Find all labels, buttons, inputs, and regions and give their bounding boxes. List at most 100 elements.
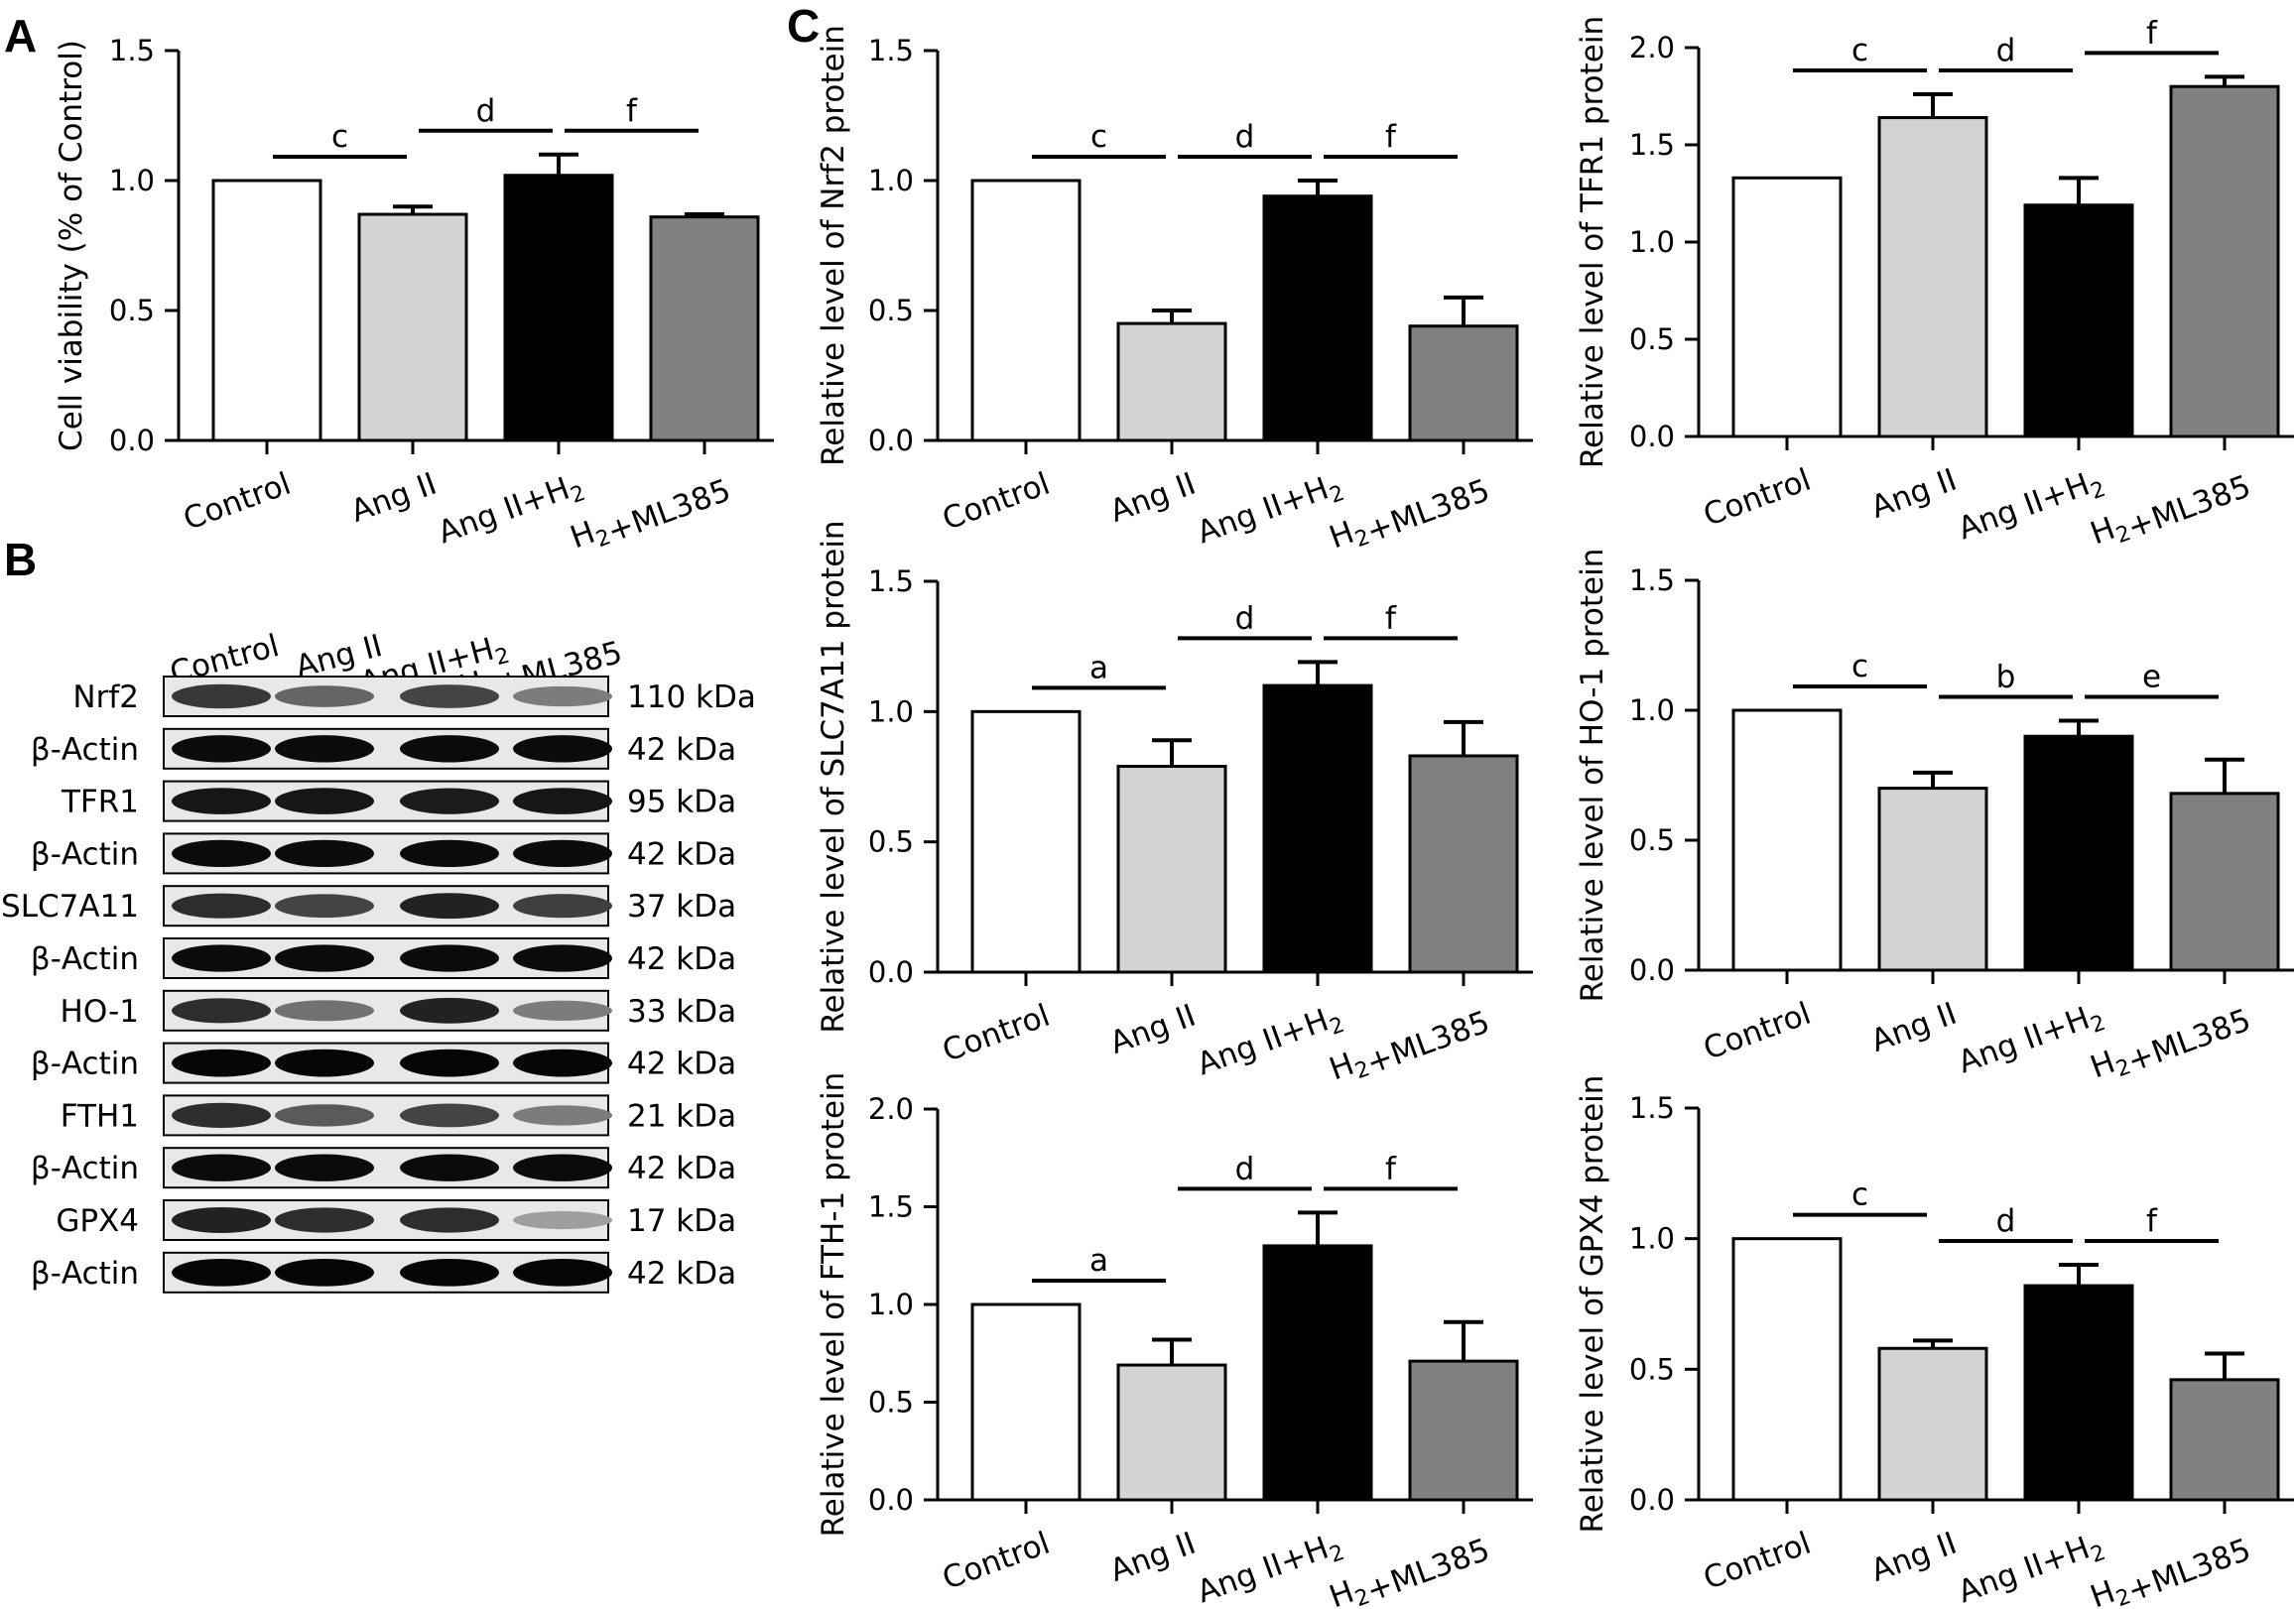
band	[172, 998, 271, 1024]
significance-label: a	[1089, 1243, 1108, 1279]
significance-label: d	[1235, 119, 1255, 155]
significance-label: f	[1385, 600, 1397, 636]
band	[513, 685, 612, 707]
protein-label: HO-1	[61, 994, 139, 1030]
bar-ang-ii-h2	[1262, 683, 1373, 974]
y-tick-label: 1.0	[109, 164, 155, 197]
bar-ang-ii-h2	[2023, 1284, 2134, 1502]
band	[275, 894, 374, 919]
band	[172, 839, 271, 868]
y-tick-label: 0.0	[109, 424, 155, 457]
protein-label: β-Actin	[31, 732, 139, 768]
band	[513, 1258, 612, 1287]
protein-label: β-Actin	[31, 836, 139, 872]
y-axis-label: Cell viability (% of Control)	[54, 40, 89, 451]
band	[400, 1154, 499, 1181]
significance-label: a	[1089, 650, 1108, 685]
kda-label: 17 kDa	[627, 1203, 736, 1239]
category-label: H2+ML385	[1325, 466, 1494, 562]
band	[275, 685, 374, 707]
bar-h2-ml385	[2169, 1378, 2280, 1502]
band	[172, 1258, 271, 1287]
band	[172, 944, 271, 972]
band	[172, 1207, 271, 1233]
y-tick-label: 1.0	[1629, 225, 1675, 259]
category-label: Ang II+H2	[1954, 1526, 2109, 1609]
category-label: Control	[938, 466, 1055, 538]
significance-label: c	[1851, 649, 1868, 684]
band	[400, 839, 499, 868]
band	[172, 735, 271, 763]
kda-label: 42 kDa	[627, 1047, 736, 1082]
bar-ang-ii-h2	[2023, 734, 2134, 972]
bar-control	[970, 1302, 1082, 1502]
bar-ang-ii-h2	[503, 174, 614, 442]
y-tick-label: 0.0	[1629, 420, 1675, 453]
band	[513, 735, 612, 763]
y-axis-label: Relative level of GPX4 protein	[1575, 1075, 1610, 1534]
significance-label: f	[1385, 119, 1397, 155]
y-tick-label: 0.0	[1629, 1483, 1675, 1517]
significance-label: f	[626, 93, 638, 129]
significance-label: b	[1996, 659, 2016, 694]
category-label: Ang II+H2	[1193, 1526, 1348, 1609]
bar-h2-ml385	[1408, 1359, 1519, 1502]
y-tick-label: 0.5	[1629, 1352, 1675, 1386]
band	[513, 839, 612, 868]
significance-label: c	[1851, 33, 1868, 68]
kda-label: 37 kDa	[627, 889, 736, 925]
category-label: Ang II	[346, 466, 442, 530]
y-tick-label: 0.5	[868, 294, 914, 327]
significance-label: d	[1235, 1151, 1255, 1186]
band	[172, 893, 271, 919]
y-tick-label: 0.5	[868, 825, 914, 859]
bar-h2-ml385	[1408, 324, 1519, 442]
blot-row: FTH1 21 kDa	[61, 1094, 736, 1137]
y-tick-label: 1.5	[868, 34, 914, 67]
protein-label: β-Actin	[31, 1256, 139, 1292]
bar-ang-ii	[1116, 321, 1227, 442]
band	[172, 683, 271, 709]
kda-label: 42 kDa	[627, 1151, 736, 1186]
panel-letter-b: B	[4, 534, 37, 585]
category-label: Ang II+H2	[1193, 466, 1348, 556]
y-tick-label: 0.5	[1629, 322, 1675, 356]
y-axis-label: Relative level of Nrf2 protein	[816, 25, 851, 466]
y-tick-label: 1.5	[109, 34, 155, 67]
protein-label: Nrf2	[72, 680, 139, 715]
bar-ang-ii	[1877, 1346, 1988, 1502]
y-tick-label: 1.5	[1629, 128, 1675, 162]
y-tick-label: 0.5	[868, 1386, 914, 1420]
category-label: Control	[938, 998, 1055, 1069]
y-tick-label: 2.0	[868, 1092, 914, 1126]
band	[275, 1258, 374, 1287]
blot-row: β-Actin 42 kDa	[31, 832, 736, 875]
category-label: H2+ML385	[566, 466, 735, 562]
band	[400, 1207, 499, 1233]
y-tick-label: 1.5	[1629, 1091, 1675, 1125]
protein-label: TFR1	[61, 785, 139, 820]
y-axis-label: Relative level of TFR1 protein	[1575, 16, 1610, 468]
bar-control	[1731, 1237, 1843, 1502]
y-tick-label: 1.0	[868, 1288, 914, 1321]
bar-control	[970, 179, 1082, 442]
y-axis-label: Relative level of SLC7A11 protein	[816, 520, 851, 1033]
y-tick-label: 0.0	[868, 1483, 914, 1517]
bar-control	[211, 179, 322, 442]
category-label: Ang II	[1866, 1526, 1962, 1589]
category-label: H2+ML385	[1325, 998, 1494, 1094]
band	[400, 1049, 499, 1077]
band	[275, 1000, 374, 1022]
bar-control	[970, 709, 1082, 974]
bar-ang-ii-h2	[2023, 203, 2134, 438]
category-label: Ang II+H2	[1954, 996, 2109, 1085]
band	[400, 893, 499, 920]
band	[400, 684, 499, 708]
